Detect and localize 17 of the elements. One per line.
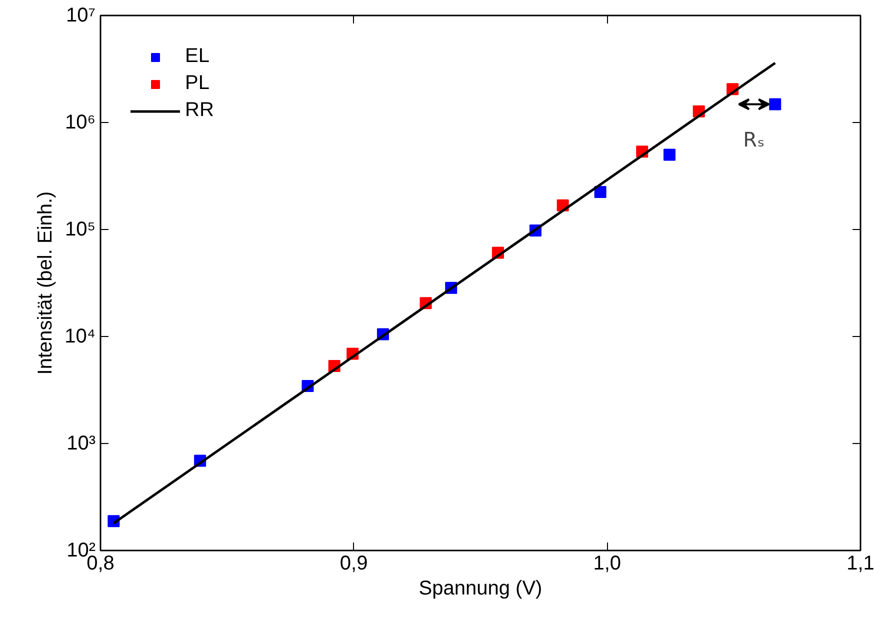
y-tick-label: 10⁵ xyxy=(64,218,96,240)
legend-label: EL xyxy=(185,45,210,68)
point xyxy=(594,186,606,198)
point xyxy=(663,148,676,161)
point xyxy=(769,98,782,110)
legend-label: PL xyxy=(185,72,210,95)
y-tick-label: 10³ xyxy=(66,432,96,454)
x-tick-label: 1,0 xyxy=(593,552,622,574)
legend-label: RR xyxy=(185,99,214,122)
y-tick-label: 10⁶ xyxy=(65,112,96,134)
x-tick-label: 0,9 xyxy=(340,552,368,574)
y-tick-label: 10⁴ xyxy=(64,326,96,348)
y-axis-title: Intensität (bel. Einh.) xyxy=(34,191,57,375)
y-tick-label: 10⁷ xyxy=(66,4,96,26)
annotation: Rₛ xyxy=(743,127,765,152)
x-tick-label: 1,1 xyxy=(846,552,874,574)
x-axis-title: Spannung (V) xyxy=(418,578,542,600)
